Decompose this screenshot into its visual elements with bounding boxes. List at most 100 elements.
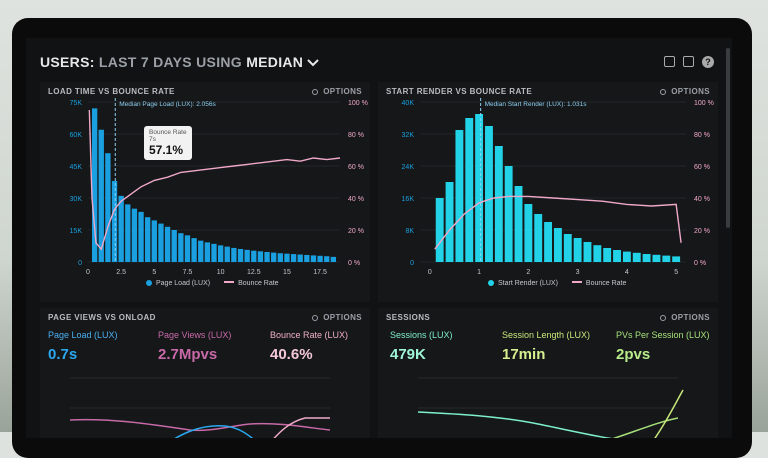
dashboard-title[interactable]: USERS: LAST 7 DAYS USING MEDIAN [40,54,320,70]
y2-tick-label: 60 % [348,164,364,171]
options-button[interactable]: OPTIONS [312,87,362,96]
tooltip-sub: 7s [149,136,156,143]
panel-page-views: PAGE VIEWS VS ONLOAD OPTIONS Page Load (… [40,308,370,438]
kpi-value: 17min [502,346,546,363]
bar [494,146,503,262]
bar [475,114,484,262]
bar [131,208,138,262]
bar [662,255,671,262]
bar [304,254,310,262]
bar [324,256,330,262]
x-tick-label: 0 [428,269,432,276]
kpi-label: PVs Per Session (LUX) [616,330,710,340]
y2-tick-label: 80 % [694,132,710,139]
help-icon[interactable]: ? [702,56,714,68]
bar [211,243,217,262]
bar [98,129,104,262]
header-icons: ? [664,56,714,68]
x-tick-label: 3 [576,269,580,276]
bar [534,214,543,262]
tooltip-value: 57.1% [149,143,184,157]
kpi-value: 40.6% [270,346,313,363]
kpi-label: Sessions (LUX) [390,330,453,340]
x-tick-label: 12.5 [247,269,261,276]
y-tick-label: 8K [405,228,414,235]
chevron-down-icon[interactable] [307,59,320,67]
bar [603,248,612,262]
y-tick-label: 32K [402,132,415,139]
bar [164,226,171,262]
bar [642,254,651,262]
bar [151,220,157,262]
options-icon [312,89,319,95]
title-using: USING [196,54,242,70]
start-render-chart: 0 8K 16K 24K 32K 40K 0 % 20 % 40 % 60 % 80 % 100 % 0… [402,98,714,276]
median-label: Median Page Load (LUX): 2.056s [119,101,216,108]
kpi-value: 0.7s [48,346,78,363]
dashboard-screen: USERS: LAST 7 DAYS USING MEDIAN ? LOAD T… [26,38,732,438]
x-tick-label: 7.5 [183,269,193,276]
bar [111,180,118,262]
x-tick-label: 5 [674,269,678,276]
options-button[interactable]: OPTIONS [312,313,362,322]
y-tick-label: 16K [402,196,415,203]
chart-legend: Start Render (LUX) Bounce Rate [488,280,626,287]
kpi-value: 2pvs [616,346,651,363]
y2-tick-label: 40 % [694,196,710,203]
bar [231,247,237,262]
panel-load-time: LOAD TIME VS BOUNCE RATE OPTIONS 0 15K 30K… [40,82,370,302]
bar [125,204,131,262]
y-tick-label: 40K [402,100,415,107]
options-button[interactable]: OPTIONS [660,87,710,96]
y-tick-label: 30K [70,196,83,203]
share-icon[interactable] [683,56,694,67]
y-tick-label: 0 [410,260,414,267]
bar [652,254,661,262]
bar [237,248,244,262]
title-prefix: USERS: [40,54,95,70]
kpi-label: Page Views (LUX) [158,330,232,340]
bar [504,166,513,262]
y-tick-label: 60K [70,132,83,139]
bar [435,198,444,262]
options-icon [660,315,667,321]
bar [330,256,337,262]
bar [553,228,562,262]
x-tick-label: 1 [477,269,481,276]
x-tick-label: 5 [152,269,156,276]
y2-tick-label: 20 % [348,228,364,235]
bar [284,253,290,262]
bar [455,130,464,262]
kpi-label: Bounce Rate (LUX) [270,330,349,340]
options-icon [660,89,667,95]
bar [191,238,197,262]
title-stat: MEDIAN [246,54,304,70]
bar [138,211,144,262]
x-tick-label: 15 [283,269,291,276]
legend-item[interactable]: Bounce Rate [224,280,279,287]
bar [465,118,474,262]
legend-item[interactable]: Page Load (LUX) [146,280,210,287]
bar [524,204,533,262]
bar [271,252,277,262]
bounce-rate-tooltip: Bounce Rate 7s 57.1% [144,126,192,160]
panel-start-render: START RENDER VS BOUNCE RATE OPTIONS 0 8K 1… [378,82,718,302]
y-tick-label: 0 [78,260,82,267]
bar [105,153,111,262]
bar [178,233,184,262]
bar [198,240,204,262]
x-tick-label: 4 [625,269,629,276]
kpi-value: 2.7Mpvs [158,346,218,363]
y2-tick-label: 20 % [694,228,710,235]
x-tick-label: 2 [526,269,530,276]
scrollbar[interactable] [726,48,730,228]
y-tick-label: 15K [70,228,83,235]
monitor-icon[interactable] [664,56,675,67]
legend-item[interactable]: Bounce Rate [571,280,626,287]
x-tick-label: 2.5 [116,269,126,276]
kpi-label: Session Length (LUX) [502,330,591,340]
panel-title: START RENDER VS BOUNCE RATE [386,87,533,96]
options-button[interactable]: OPTIONS [660,313,710,322]
bar [145,217,151,262]
legend-item[interactable]: Start Render (LUX) [488,280,558,287]
